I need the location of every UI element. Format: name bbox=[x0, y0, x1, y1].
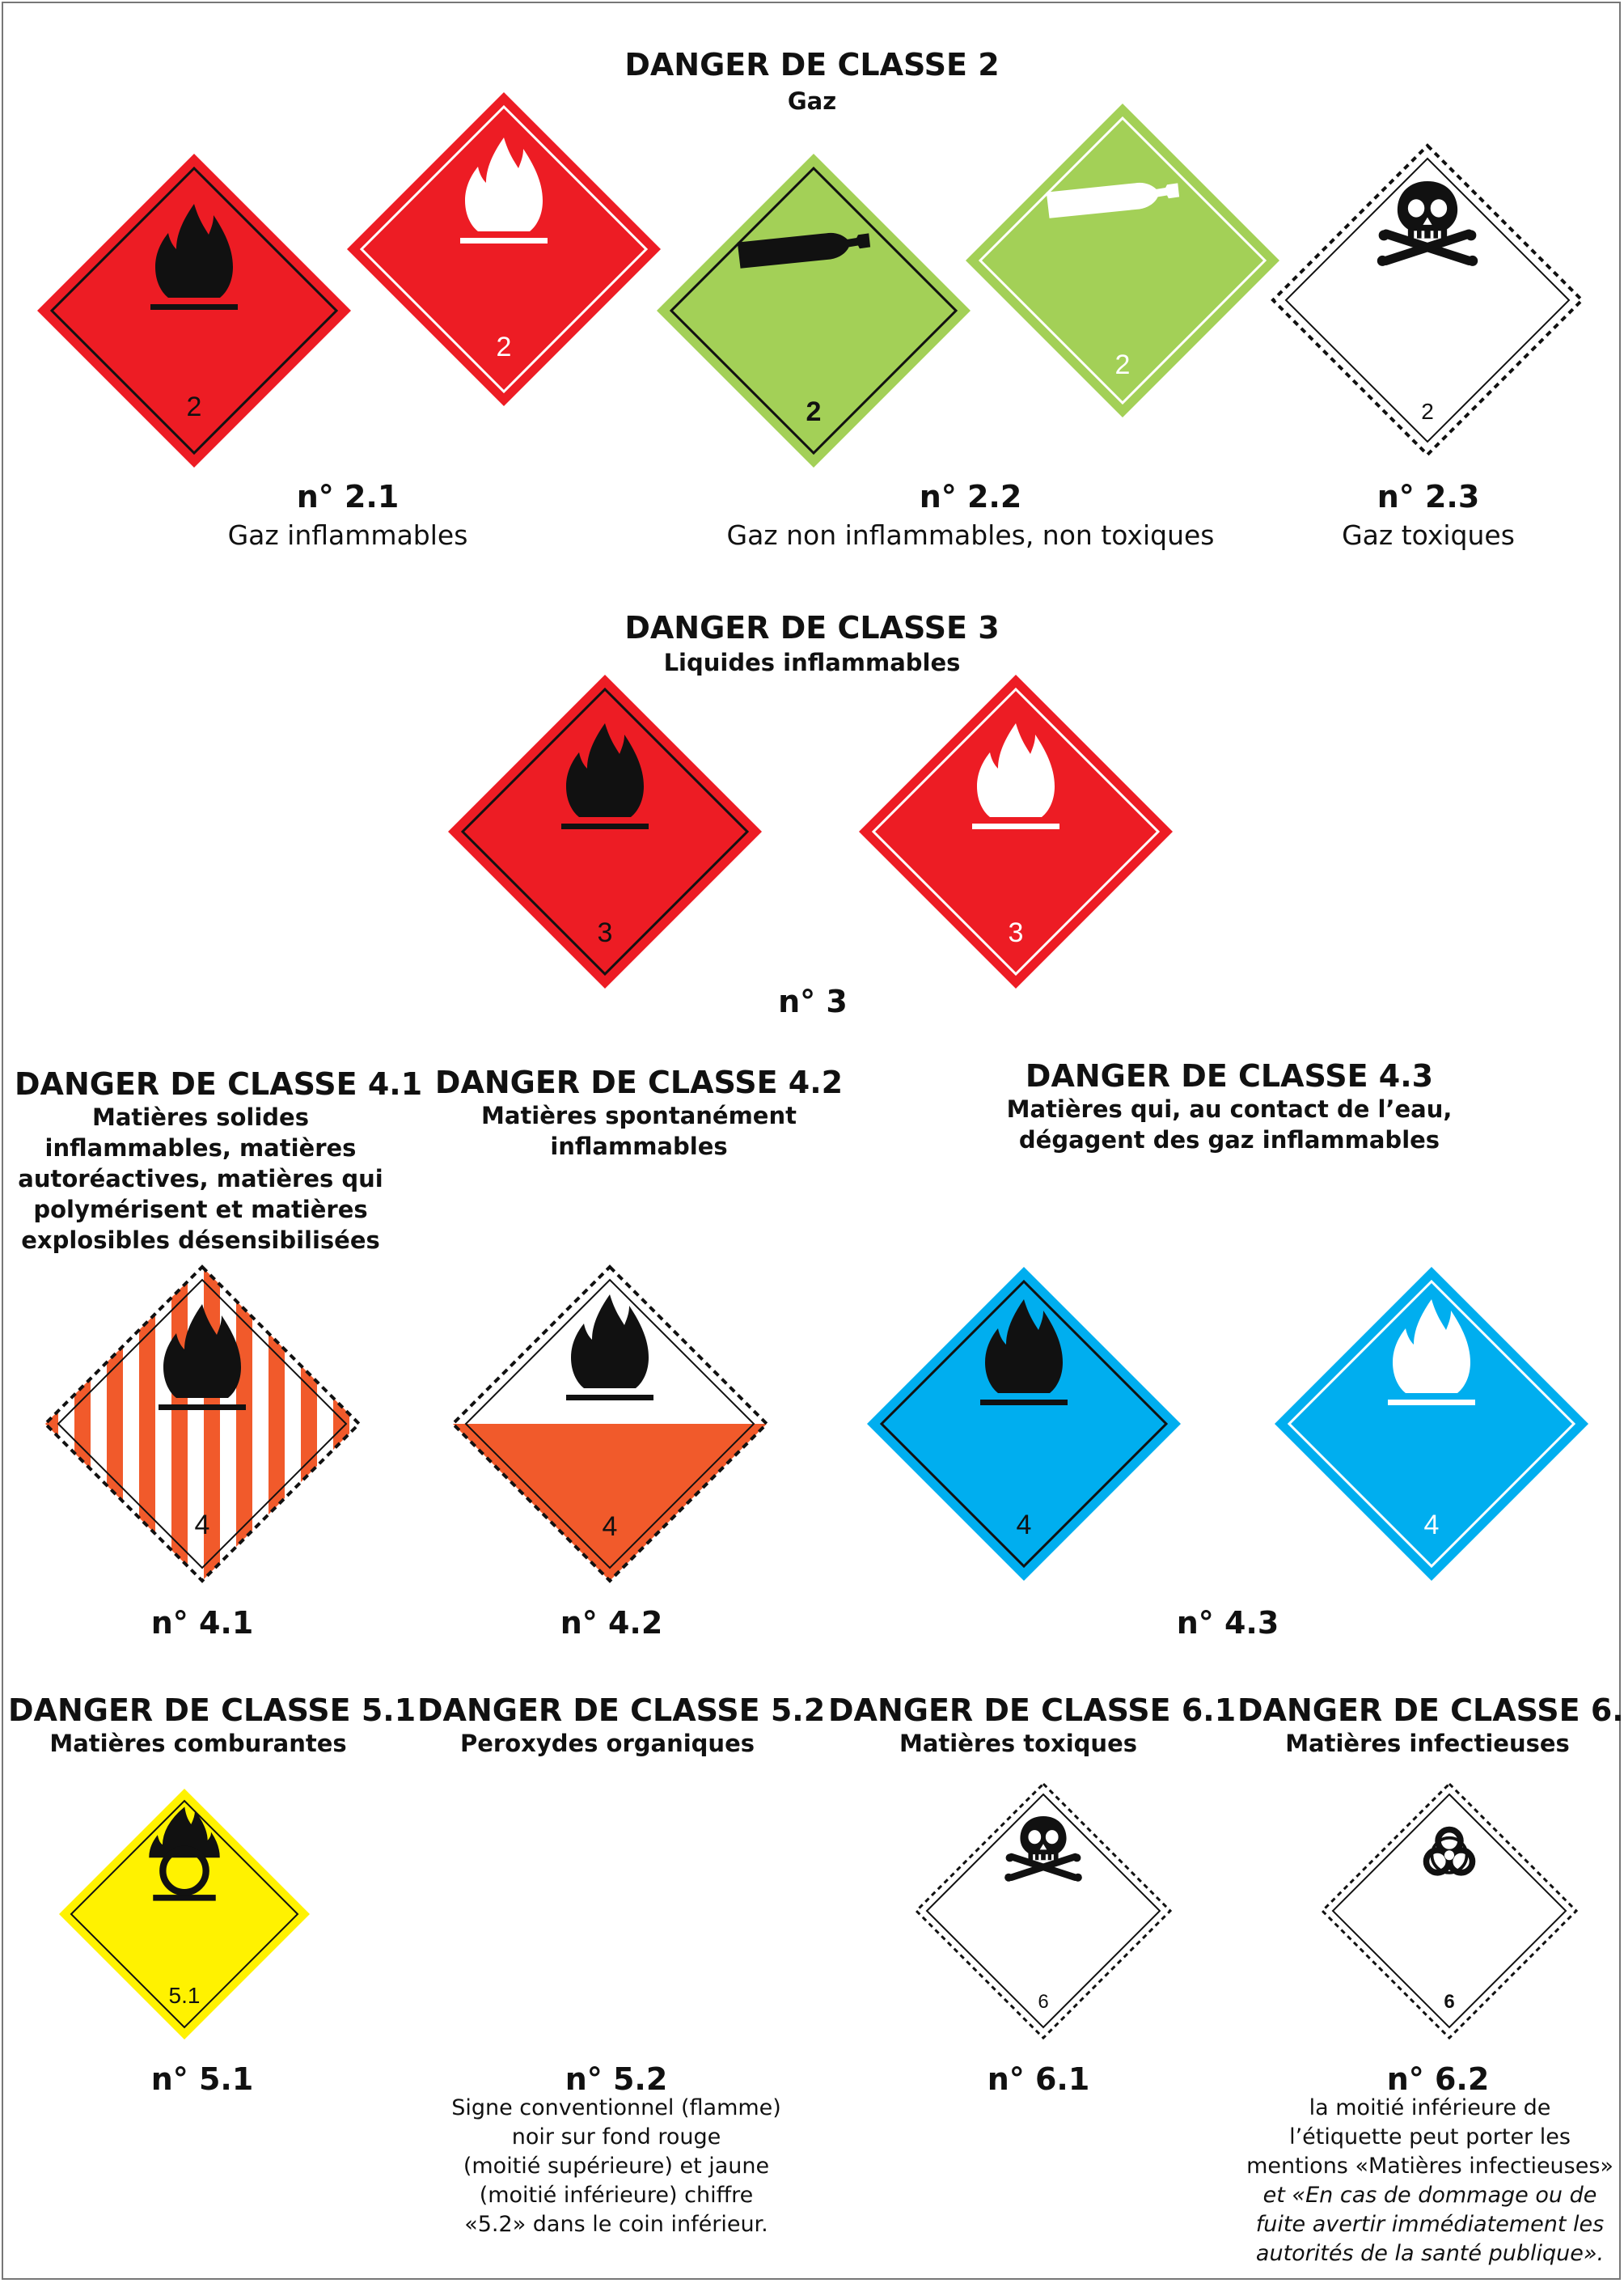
label-number: 2 bbox=[187, 392, 202, 422]
class2-title: DANGER DE CLASSE 2 bbox=[624, 47, 1000, 83]
class52-subtitle: Peroxydes organiques bbox=[459, 1730, 755, 1757]
label-6-2-infectious: 6 bbox=[1320, 1781, 1579, 2040]
label-2-1-flammable-black: 2 bbox=[34, 150, 354, 471]
class43-title: DANGER DE CLASSE 4.3 bbox=[1025, 1058, 1434, 1094]
class43-number: n° 4.3 bbox=[1176, 1605, 1279, 1641]
class3-number: n° 3 bbox=[778, 984, 848, 1019]
svg-text:4: 4 bbox=[603, 1511, 618, 1542]
label-6-1-toxic: 6 bbox=[914, 1781, 1173, 2040]
class61-title: DANGER DE CLASSE 6.1 bbox=[828, 1692, 1237, 1728]
class52-note: Signe conventionnel (flamme) noir sur fo… bbox=[451, 2095, 781, 2237]
class3-title: DANGER DE CLASSE 3 bbox=[624, 610, 1000, 646]
class61-subtitle: Matières toxiques bbox=[899, 1730, 1137, 1757]
class2-3-desc: Gaz toxiques bbox=[1342, 519, 1515, 551]
label-5-1-oxidizer: 5.1 bbox=[57, 1786, 312, 2042]
svg-text:3: 3 bbox=[1009, 917, 1024, 948]
svg-text:5.1: 5.1 bbox=[169, 1983, 201, 2008]
class42-number: n° 4.2 bbox=[560, 1605, 663, 1641]
class62-subtitle: Matières infectieuses bbox=[1285, 1730, 1570, 1757]
label-4-2-spontaneous: 4 bbox=[450, 1264, 770, 1584]
svg-text:4: 4 bbox=[195, 1510, 210, 1540]
class62-note: la moitié inférieure de l’étiquette peut… bbox=[1246, 2095, 1613, 2266]
label-2-2-nonflammable-white: 2 bbox=[962, 100, 1283, 421]
class62-number: n° 6.2 bbox=[1386, 2061, 1490, 2097]
class2-subtitle: Gaz bbox=[787, 87, 837, 115]
class42-subtitle: Matières spontanément inflammables bbox=[481, 1102, 797, 1160]
svg-text:4: 4 bbox=[1424, 1510, 1440, 1540]
label-2-1-flammable-white: 2 bbox=[344, 89, 664, 409]
class61-number: n° 6.1 bbox=[987, 2061, 1090, 2097]
label-4-3-water-reactive-white: 4 bbox=[1271, 1264, 1592, 1584]
label-2-2-nonflammable-black: 2 bbox=[653, 150, 974, 471]
svg-text:2: 2 bbox=[1421, 399, 1434, 424]
svg-text:2: 2 bbox=[497, 332, 512, 362]
svg-text:4: 4 bbox=[1017, 1510, 1032, 1540]
class51-number: n° 5.1 bbox=[150, 2061, 254, 2097]
class43-subtitle: Matières qui, au contact de l’eau, dégag… bbox=[1006, 1095, 1453, 1154]
label-4-1-flammable-solid: 4 bbox=[42, 1264, 362, 1584]
svg-text:6: 6 bbox=[1038, 1991, 1048, 2013]
class52-number: n° 5.2 bbox=[565, 2061, 668, 2097]
class2-1-number: n° 2.1 bbox=[296, 479, 400, 515]
class2-2-number: n° 2.2 bbox=[919, 479, 1022, 515]
class2-3-number: n° 2.3 bbox=[1377, 479, 1480, 515]
class41-number: n° 4.1 bbox=[150, 1605, 254, 1641]
label-4-3-water-reactive-black: 4 bbox=[864, 1264, 1184, 1584]
class3-subtitle: Liquides inflammables bbox=[663, 649, 961, 676]
class62-title: DANGER DE CLASSE 6.2 bbox=[1237, 1692, 1624, 1728]
svg-text:3: 3 bbox=[598, 917, 613, 948]
class52-title: DANGER DE CLASSE 5.2 bbox=[417, 1692, 826, 1728]
class41-subtitle: Matières solides inflammables, matières … bbox=[18, 1103, 383, 1254]
svg-text:2: 2 bbox=[1115, 349, 1131, 380]
svg-text:6: 6 bbox=[1444, 1991, 1454, 2013]
class41-title: DANGER DE CLASSE 4.1 bbox=[15, 1066, 423, 1102]
class42-title: DANGER DE CLASSE 4.2 bbox=[434, 1065, 844, 1100]
class51-title: DANGER DE CLASSE 5.1 bbox=[8, 1692, 417, 1728]
class2-2-desc: Gaz non inflammables, non toxiques bbox=[726, 519, 1215, 551]
class51-subtitle: Matières comburantes bbox=[49, 1730, 347, 1757]
svg-text:2: 2 bbox=[806, 396, 822, 427]
label-3-flammable-white: 3 bbox=[856, 671, 1176, 992]
label-2-3-toxic: 2 bbox=[1270, 142, 1585, 458]
label-3-flammable-black: 3 bbox=[445, 671, 765, 992]
class2-1-desc: Gaz inflammables bbox=[227, 519, 468, 551]
